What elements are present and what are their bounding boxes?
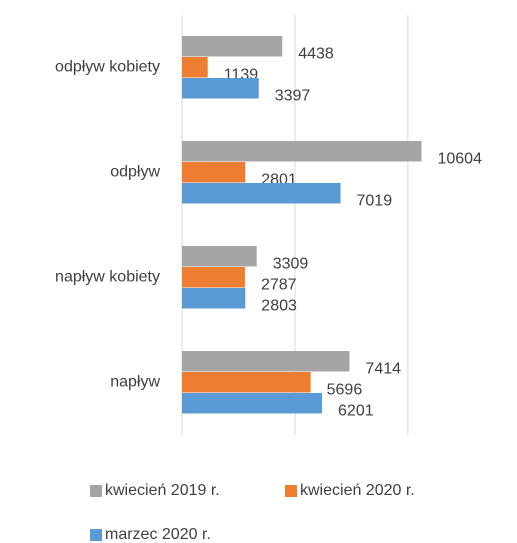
data-label: 4438 [298,46,334,63]
legend-swatch [285,485,297,497]
data-label: 6201 [338,403,374,420]
data-label: 7019 [357,193,393,210]
category-label: napływ kobiety [55,269,160,286]
bar [182,36,283,57]
data-label: 7414 [365,361,401,378]
data-label: 2803 [261,298,297,315]
category-label: odpływ kobiety [55,59,160,76]
legend-label: kwiecień 2020 r. [300,482,415,499]
data-label: 10604 [437,151,482,168]
bar [182,372,311,393]
bar [182,162,246,183]
bar [182,57,208,78]
bar [182,267,245,288]
category-label: napływ [110,374,160,391]
data-label: 2787 [261,277,297,294]
legend-label: kwiecień 2019 r. [105,482,220,499]
bar [182,351,350,372]
bar [182,288,246,309]
data-label: 5696 [327,382,363,399]
legend-swatch [90,529,102,541]
legend-label: marzec 2020 r. [105,526,211,543]
data-label: 3397 [275,88,311,105]
bar [182,78,259,99]
legend-swatch [90,485,102,497]
bar [182,393,323,414]
bar [182,246,257,267]
category-label: odpływ [110,164,160,181]
bar [182,183,341,204]
bar [182,141,422,162]
data-label: 3309 [273,256,309,273]
